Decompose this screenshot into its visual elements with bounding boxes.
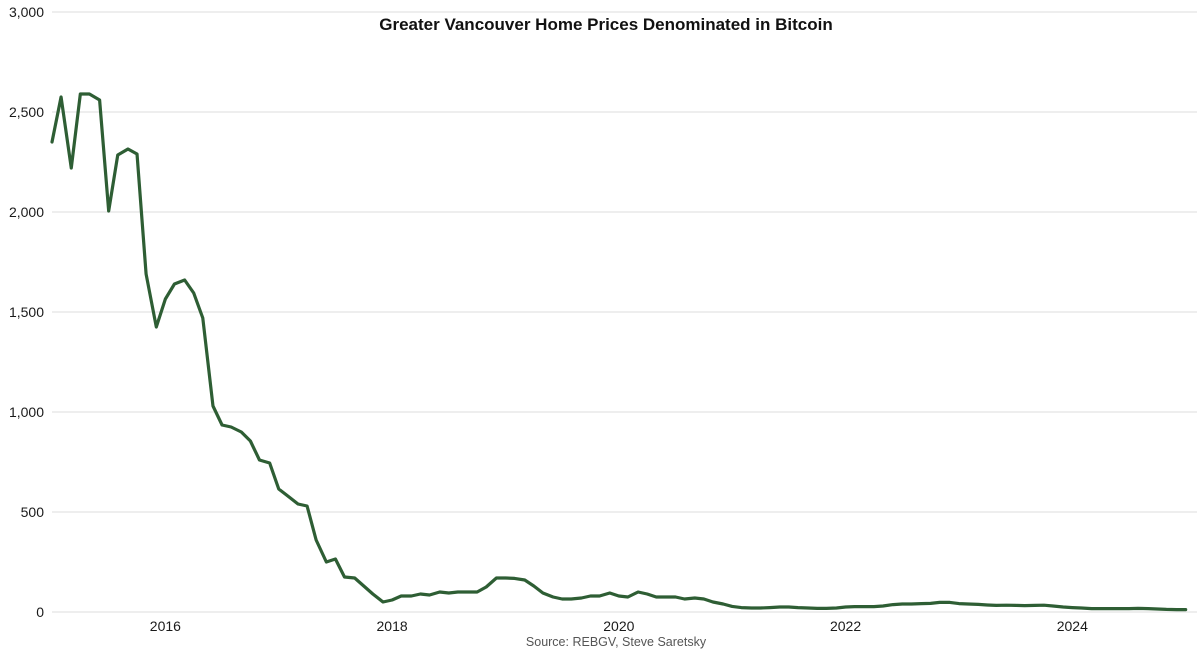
source-note: Source: REBGV, Steve Saretsky <box>526 635 707 649</box>
y-tick-label: 500 <box>21 504 45 520</box>
y-tick-label: 1,000 <box>9 404 44 420</box>
x-tick-label: 2024 <box>1057 618 1088 634</box>
y-tick-label: 2,000 <box>9 204 44 220</box>
series-layer <box>50 92 1188 612</box>
chart-title: Greater Vancouver Home Prices Denominate… <box>379 15 832 34</box>
gridlines <box>52 11 1197 613</box>
y-tick-label: 3,000 <box>9 4 44 20</box>
x-axis-tick-labels: 2016 2018 2020 2022 2024 <box>150 618 1088 634</box>
series-line-0 <box>50 92 1188 612</box>
x-tick-label: 2020 <box>603 618 634 634</box>
y-tick-label: 1,500 <box>9 304 44 320</box>
x-tick-label: 2022 <box>830 618 861 634</box>
x-tick-label: 2016 <box>150 618 181 634</box>
x-tick-label: 2018 <box>377 618 408 634</box>
y-tick-label: 0 <box>36 604 44 620</box>
y-axis-tick-labels: 0 500 1,000 1,500 2,000 2,500 3,000 <box>9 4 44 620</box>
y-tick-label: 2,500 <box>9 104 44 120</box>
